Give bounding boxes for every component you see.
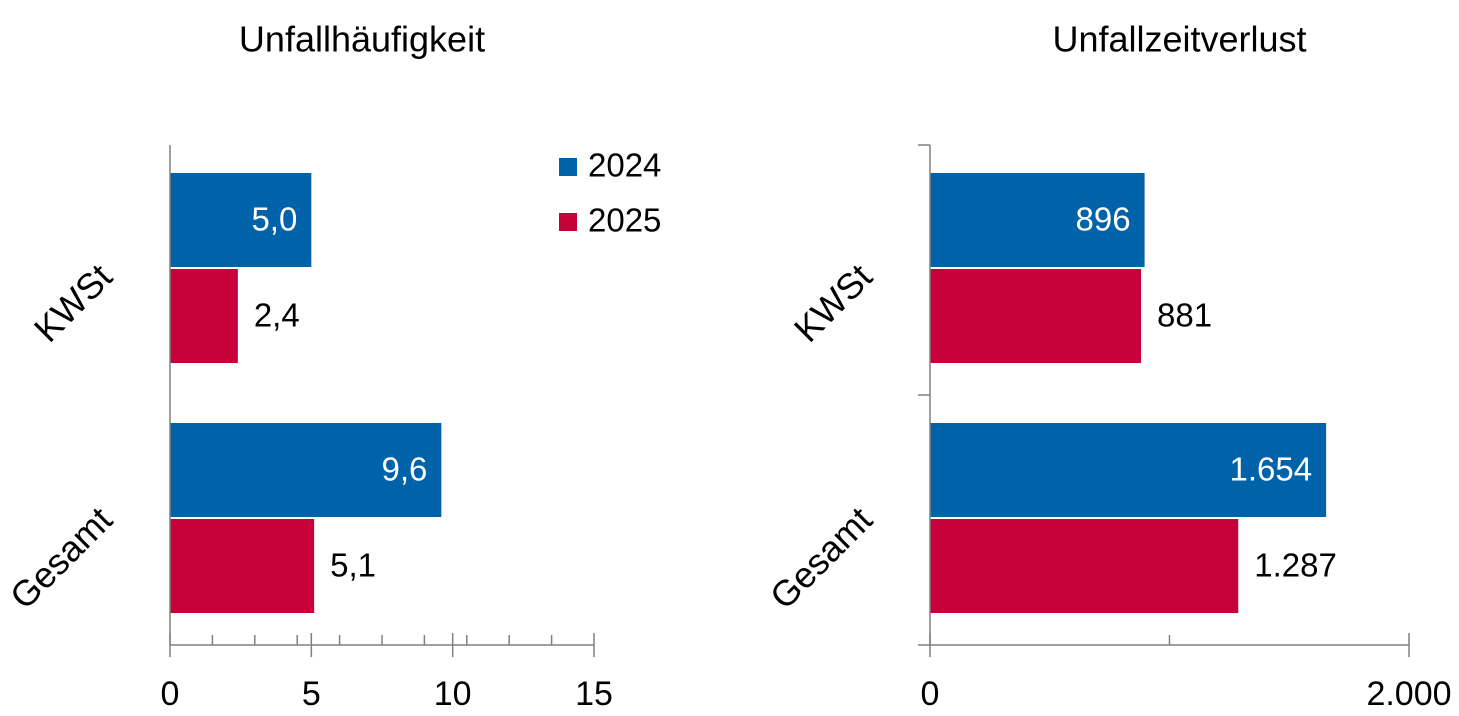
bar [930, 423, 1327, 517]
data-label: 881 [1157, 297, 1212, 334]
data-label: 1.654 [1230, 451, 1313, 488]
data-label: 2,4 [254, 297, 300, 334]
data-label: 5,1 [330, 547, 376, 584]
bar [170, 173, 312, 267]
bar [170, 269, 238, 363]
bar [930, 173, 1145, 267]
x-tick-label: 10 [434, 675, 472, 713]
data-label: 1.287 [1254, 547, 1337, 584]
y-tick-label: KWSt [26, 256, 120, 350]
legend-swatch [559, 158, 577, 176]
x-tick-label: 0 [921, 675, 940, 713]
legend-label: 2024 [588, 147, 661, 184]
x-tick-label: 5 [302, 675, 321, 713]
data-label: 896 [1076, 201, 1131, 238]
legend-swatch [559, 213, 577, 231]
x-tick-label: 2.000 [1366, 675, 1451, 713]
bar [930, 519, 1239, 613]
y-tick-label: Gesamt [2, 499, 120, 617]
y-tick-label: Gesamt [762, 499, 880, 617]
data-label: 5,0 [251, 201, 297, 238]
x-tick-label: 15 [575, 675, 613, 713]
bar [930, 269, 1141, 363]
chart-title: Unfallhäufigkeit [239, 19, 485, 60]
chart-title: Unfallzeitverlust [1052, 19, 1306, 60]
x-tick-label: 0 [161, 675, 180, 713]
bar [170, 423, 442, 517]
y-tick-label: KWSt [786, 256, 880, 350]
legend-label: 2025 [588, 202, 661, 239]
data-label: 9,6 [381, 451, 427, 488]
bar [170, 519, 315, 613]
